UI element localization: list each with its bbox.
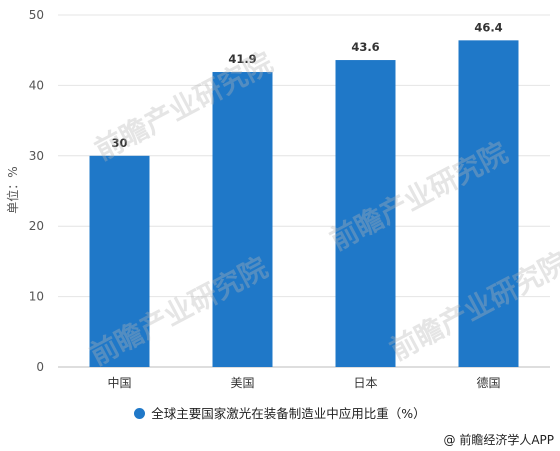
y-tick-label: 20	[29, 219, 44, 233]
bar	[212, 72, 273, 368]
x-tick-label: 中国	[107, 375, 131, 390]
y-tick-label: 30	[29, 149, 44, 163]
y-axis-ticks: 0 10 20 30 40 50	[29, 8, 44, 374]
x-tick-label: 日本	[353, 376, 377, 390]
data-label: 41.9	[228, 52, 256, 66]
legend-label: 全球主要国家激光在装备制造业中应用比重（%）	[151, 406, 426, 421]
bar-chart: 0 10 20 30 40 50 30 41.9 43.6 46.4 中国 美国 日本 德国 单位：%	[5, 8, 550, 390]
data-label: 46.4	[474, 20, 502, 34]
legend-marker	[134, 408, 146, 419]
x-tick-label: 美国	[230, 376, 254, 390]
data-labels: 30 41.9 43.6 46.4	[111, 20, 502, 149]
x-tick-label: 德国	[476, 375, 500, 390]
y-tick-label: 40	[29, 78, 44, 92]
bar	[89, 155, 150, 367]
chart-legend: 全球主要国家激光在装备制造业中应用比重（%）	[0, 403, 560, 422]
data-label: 30	[111, 136, 127, 150]
x-axis-ticks: 中国 美国 日本 德国	[107, 375, 500, 390]
data-label: 43.6	[351, 40, 379, 54]
source-credit: @ 前瞻经济学人APP	[443, 433, 555, 447]
y-tick-label: 50	[29, 8, 44, 22]
y-tick-label: 0	[36, 360, 44, 374]
bar	[458, 40, 519, 368]
y-tick-label: 10	[29, 290, 44, 304]
bar	[335, 60, 396, 367]
y-axis-label: 单位：%	[5, 166, 20, 213]
bars	[89, 40, 519, 368]
